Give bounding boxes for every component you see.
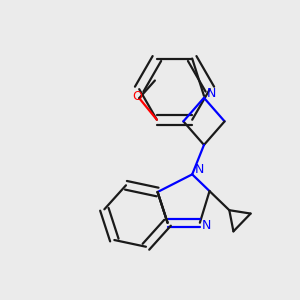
Text: N: N: [194, 163, 204, 176]
Text: N: N: [207, 87, 217, 101]
Text: O: O: [132, 90, 142, 103]
Text: N: N: [202, 219, 211, 232]
